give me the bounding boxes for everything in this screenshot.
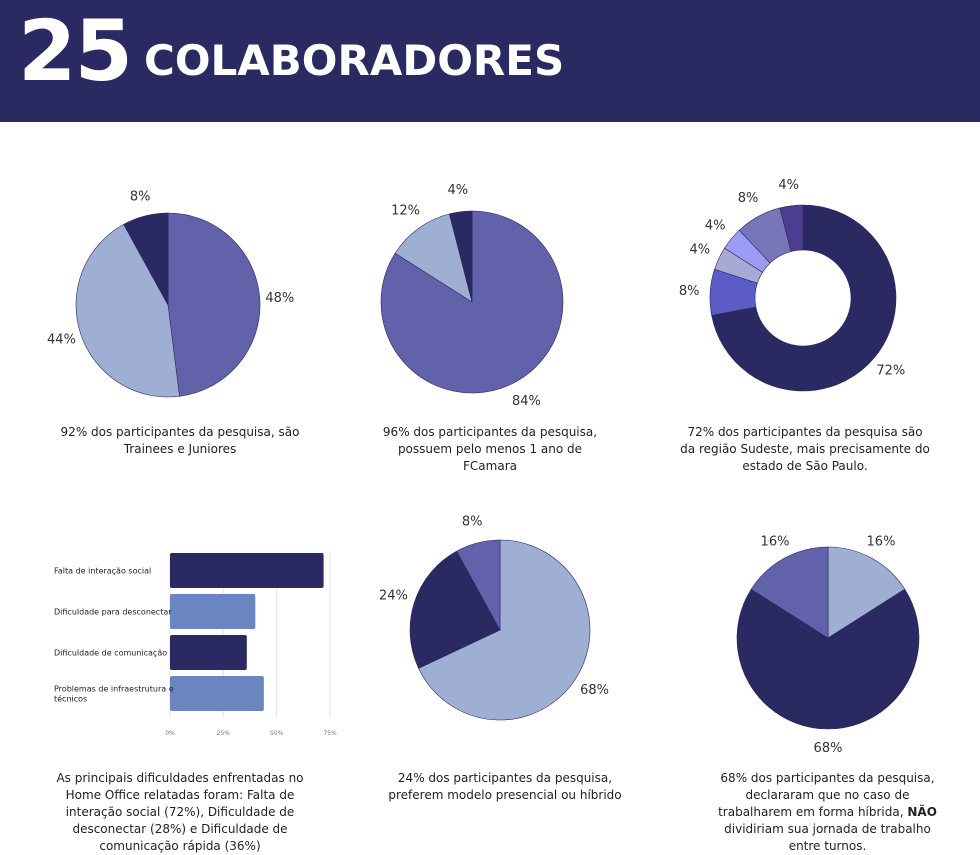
pie-chart-shifts: 16% 68% 16%: [736, 535, 920, 756]
pie-slice: [418, 539, 591, 721]
pie-slice: [449, 210, 473, 303]
pie-slice-label: 68%: [580, 683, 609, 698]
x-tick-label: 50%: [270, 730, 284, 737]
bar-chart-difficulties: 0% 25% 50% 75% Falta de interação social Difi…: [54, 553, 337, 737]
bar-category-label: Dificuldade de comunicação: [54, 649, 167, 658]
bar-category-label: Falta de interação social: [54, 567, 151, 576]
bar: [170, 594, 256, 629]
pie-slice-label: 84%: [512, 394, 541, 409]
pie-slice-label: 4%: [705, 218, 726, 233]
pie-slice-label: 8%: [130, 190, 151, 205]
bar: [170, 635, 247, 670]
donut-chart-region: 72% 8% 4% 4% 8% 4%: [679, 178, 905, 392]
pie-slice: [456, 539, 501, 631]
bar: [170, 553, 324, 588]
x-tick-label: 75%: [323, 730, 337, 737]
caption-difficulties: As principais dificuldades enfrentadas n…: [56, 771, 304, 853]
pie-slice-label: 16%: [867, 535, 896, 550]
x-tick-label: 25%: [217, 730, 231, 737]
pie-chart-preference: 68% 24% 8%: [379, 515, 609, 721]
pie-slice-label: 72%: [876, 364, 905, 379]
caption-region: 72% dos participantes da pesquisa são da…: [680, 425, 930, 473]
pie-slice-label: 68%: [814, 741, 843, 756]
caption-tenure: 96% dos participantes da pesquisa, possu…: [382, 425, 598, 473]
pie-slice-label: 48%: [265, 291, 294, 306]
caption-level: 92% dos participantes da pesquisa, são T…: [60, 425, 300, 456]
pie-slice: [750, 546, 829, 639]
pie-slice-label: 24%: [379, 588, 408, 603]
pie-slice: [711, 204, 897, 392]
pie-slice: [123, 212, 169, 306]
pie-slice-label: 12%: [391, 204, 420, 219]
caption-shifts-part1: 68% dos participantes da pesquisa, decla…: [718, 771, 935, 819]
pie-slice-label: 16%: [761, 535, 790, 550]
caption-shifts-emphasis: NÃO: [907, 805, 937, 819]
header-banner: 25 COLABORADORES: [0, 0, 980, 122]
pie-slice-label: 8%: [679, 284, 700, 299]
pie-slice-label: 4%: [448, 183, 469, 198]
pie-slice: [394, 213, 473, 303]
pie-slice-label: 4%: [690, 242, 711, 257]
pie-slice: [167, 212, 261, 397]
pie-slice: [779, 204, 804, 252]
pie-slice-label: 44%: [47, 333, 76, 348]
pie-slice-label: 8%: [462, 515, 483, 530]
bar: [170, 676, 264, 711]
caption-shifts: 68% dos participantes da pesquisa, decla…: [715, 770, 940, 855]
pie-slice: [409, 550, 501, 669]
caption-shifts-part2: dividiriam sua jornada de trabalho entre…: [724, 822, 931, 853]
pie-chart-tenure: 84% 12% 4%: [380, 183, 564, 409]
bar-category-label: Problemas de infraestrutura e técnicos: [54, 685, 174, 704]
pie-slice-label: 8%: [738, 191, 759, 206]
pie-chart-level: 48% 44% 8%: [47, 190, 294, 398]
caption-preference: 24% dos participantes da pesquisa, prefe…: [388, 771, 622, 802]
x-tick-label: 0%: [165, 730, 175, 737]
pie-slice: [827, 546, 906, 639]
headline-title: COLABORADORES: [144, 36, 565, 85]
bar-category-label: Dificuldade para desconectar: [54, 608, 172, 617]
pie-slice: [736, 588, 920, 730]
pie-slice: [75, 223, 180, 398]
pie-slice-label: 4%: [778, 178, 799, 193]
headline-number: 25: [18, 2, 133, 100]
